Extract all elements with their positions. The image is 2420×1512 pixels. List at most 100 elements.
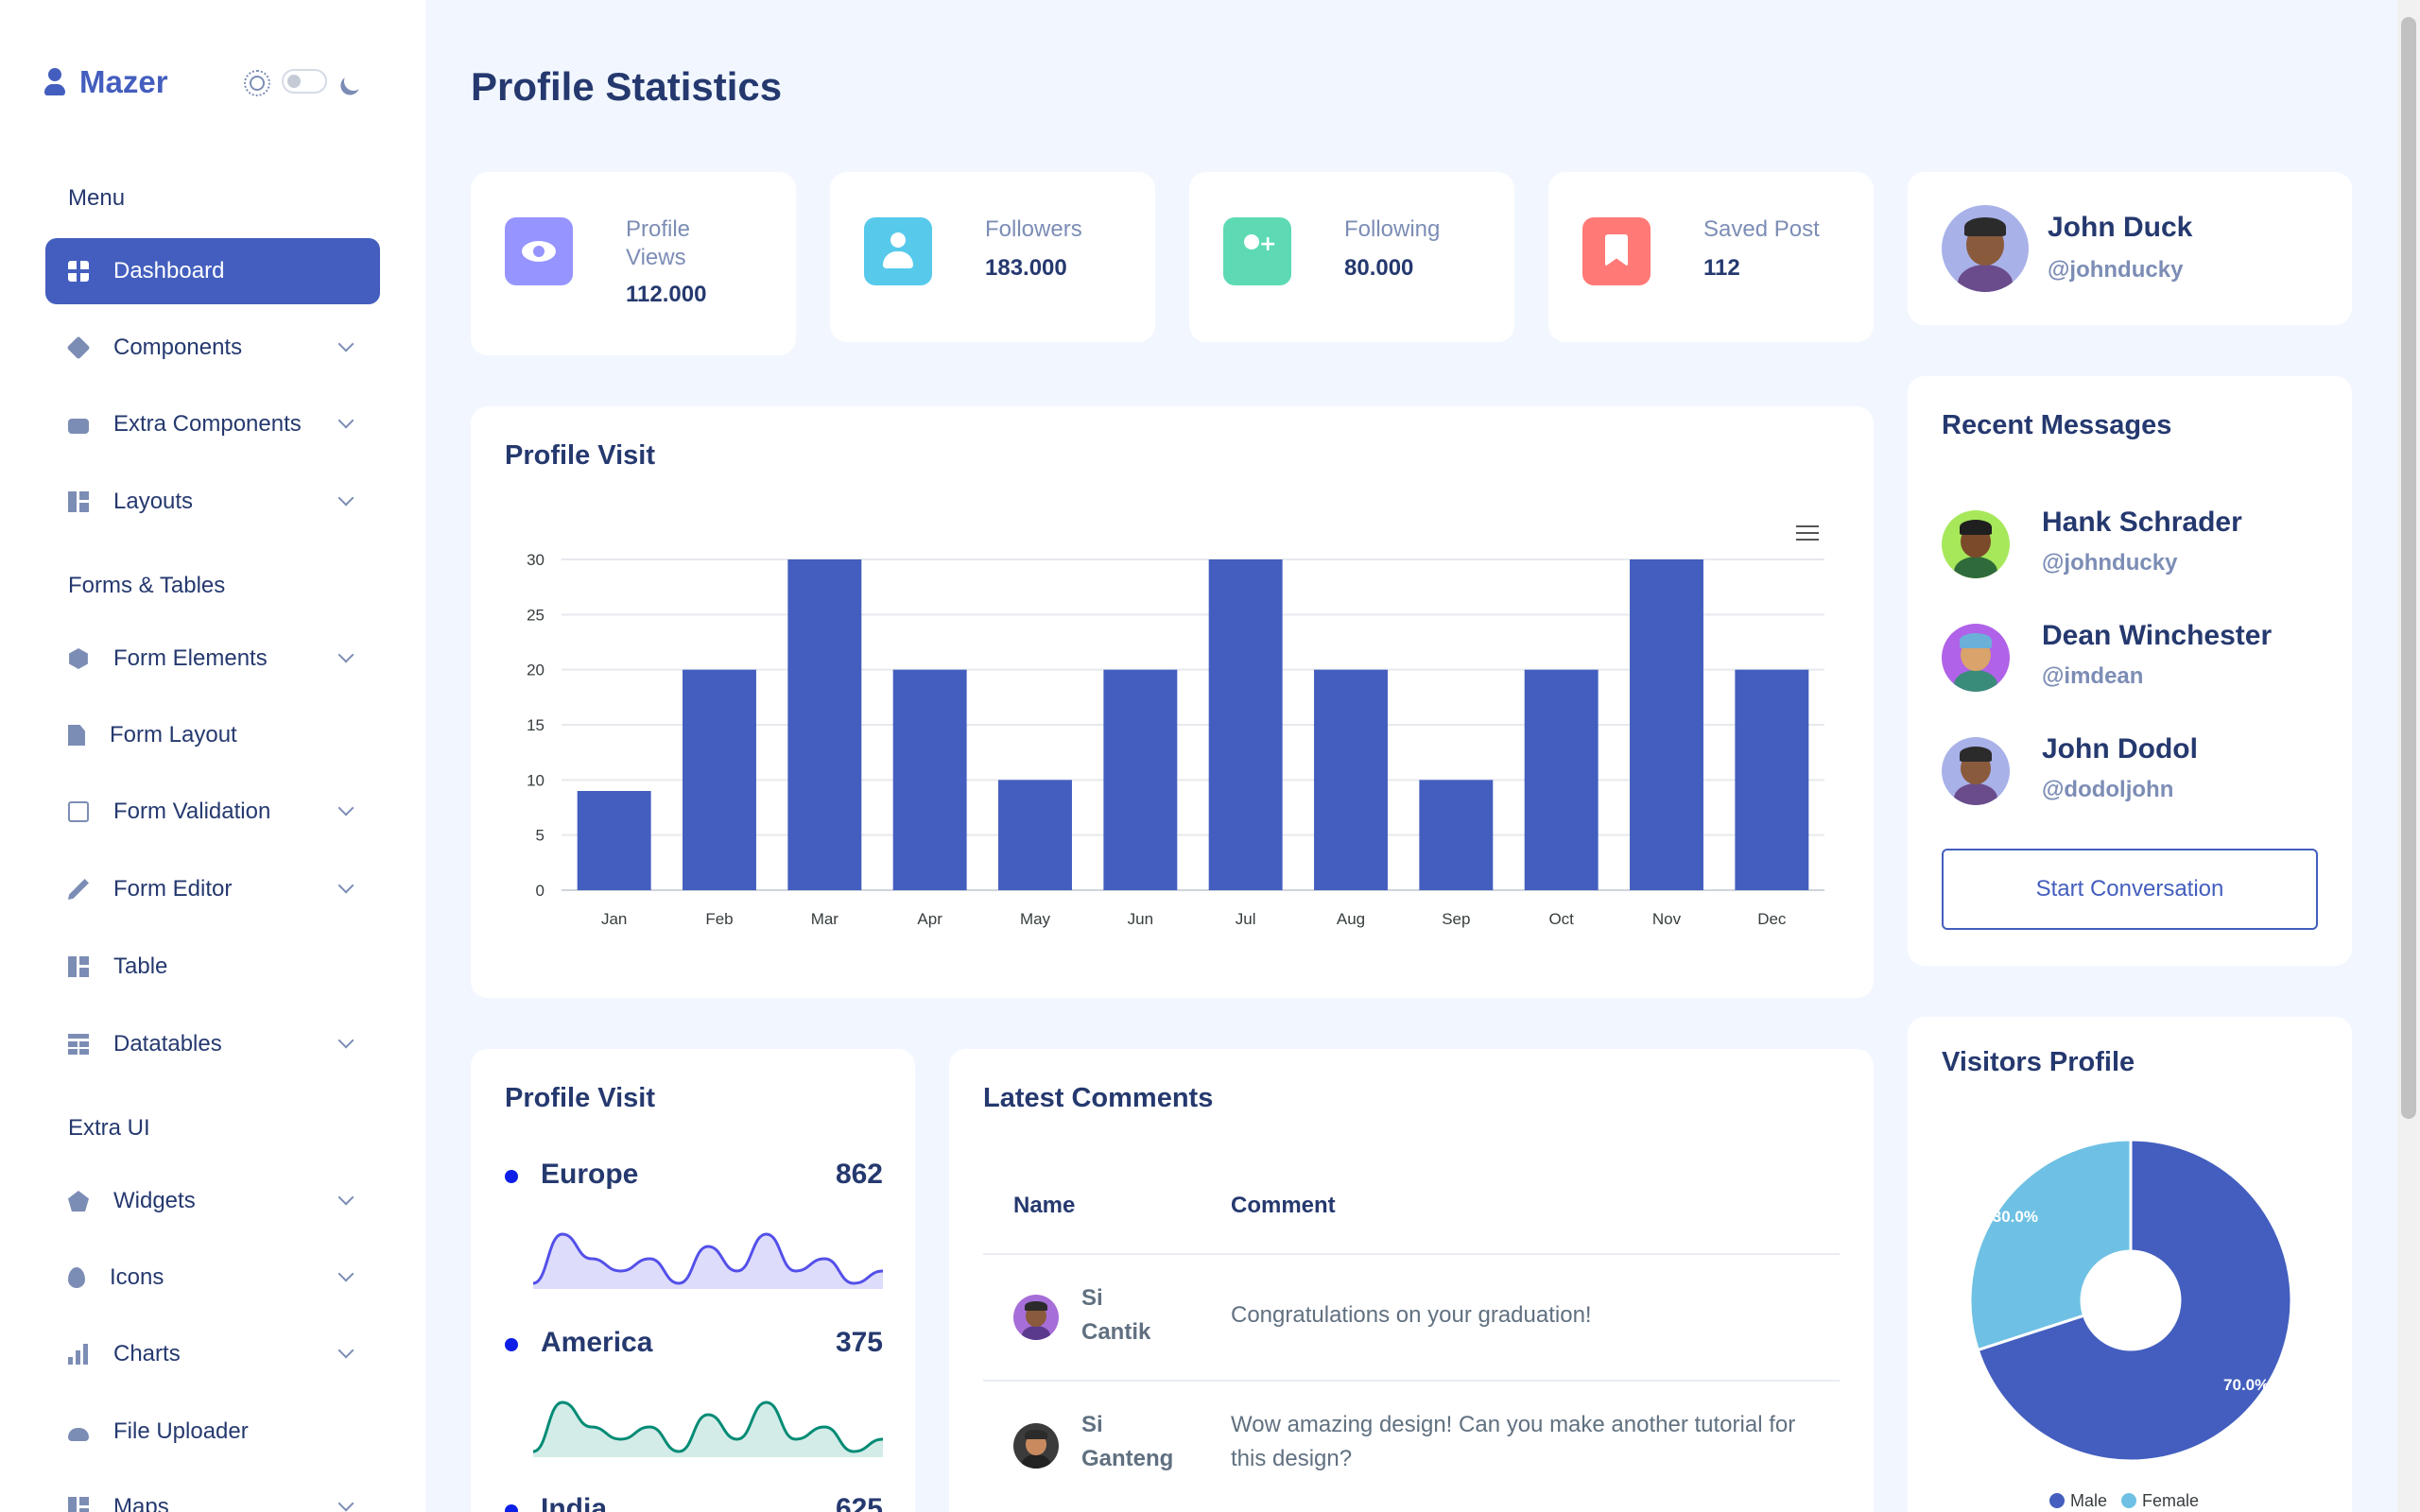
message-sender-username: @johnducky (2042, 550, 2178, 576)
sidebar-item-table[interactable]: Table (45, 934, 380, 1000)
sidebar-item-form-validation[interactable]: Form Validation (45, 779, 380, 845)
region-dot (505, 1170, 518, 1183)
sidebar-item-label: Datatables (113, 1031, 222, 1057)
start-conversation-button[interactable]: Start Conversation (1942, 849, 2318, 930)
stat-card-saved-post: Saved Post 112 (1548, 172, 1874, 342)
theme-toggle (242, 68, 367, 96)
sparkline-europe (533, 1232, 883, 1289)
region-dot (505, 1504, 518, 1512)
brand[interactable]: Mazer (43, 64, 168, 100)
person-icon (864, 217, 932, 285)
message-sender-name: Dean Winchester (2042, 620, 2273, 651)
sidebar-item-dashboard[interactable]: Dashboard (45, 238, 380, 304)
x-tick-label: Jul (1236, 910, 1256, 928)
sidebar-item-form-elements[interactable]: Form Elements (45, 626, 380, 692)
chevron-down-icon (337, 1189, 354, 1206)
stat-card-followers: Followers 183.000 (830, 172, 1155, 342)
sidebar-item-label: Form Validation (113, 799, 271, 824)
dark-mode-switch[interactable] (282, 69, 327, 94)
sidebar-item-charts[interactable]: Charts (45, 1321, 380, 1387)
sidebar-item-layouts[interactable]: Layouts (45, 469, 380, 535)
grid-layout-icon (68, 956, 89, 977)
region-card-title: Profile Visit (505, 1083, 656, 1113)
sidebar-item-label: Form Elements (113, 645, 268, 671)
chevron-down-icon (337, 412, 354, 429)
stat-value: 183.000 (985, 255, 1067, 281)
comment-author: Si Ganteng (1081, 1412, 1174, 1471)
sidebar-item-file-uploader[interactable]: File Uploader (45, 1399, 380, 1465)
message-sender-name: John Dodol (2042, 733, 2198, 765)
droplet-icon (68, 1267, 85, 1288)
bar (1630, 559, 1703, 890)
profile-card[interactable]: John Duck @johnducky (1908, 172, 2352, 325)
pie-slice (1976, 1138, 2293, 1463)
y-tick-label: 25 (527, 606, 544, 624)
sidebar-item-datatables[interactable]: Datatables (45, 1011, 380, 1077)
bar (1524, 669, 1599, 890)
stack-icon (66, 335, 91, 360)
sidebar-item-form-layout[interactable]: Form Layout (45, 702, 380, 768)
bar (1208, 559, 1283, 890)
x-tick-label: Nov (1652, 910, 1682, 928)
y-tick-label: 20 (527, 662, 544, 679)
bar (683, 669, 756, 890)
region-name: India (541, 1493, 608, 1512)
briefcase-icon (68, 419, 89, 434)
stat-label: Following (1344, 216, 1441, 242)
column-header-name: Name (1013, 1193, 1076, 1218)
y-tick-label: 0 (536, 882, 544, 900)
sidebar-item-form-editor[interactable]: Form Editor (45, 856, 380, 922)
sidebar-item-label: Layouts (113, 489, 194, 514)
bar (577, 791, 651, 890)
x-tick-label: Aug (1337, 910, 1365, 928)
hexagon-icon (69, 648, 88, 669)
messages-title: Recent Messages (1942, 410, 2172, 440)
sidebar-item-label: Icons (110, 1264, 164, 1290)
stat-card-following: Following 80.000 (1189, 172, 1514, 342)
visitors-profile-card: Visitors Profile 70.0% 30.0% Male Female (1908, 1017, 2352, 1512)
bar (1314, 669, 1388, 890)
page-scrollbar-thumb[interactable] (2401, 17, 2416, 1119)
person-add-icon (1223, 217, 1291, 285)
bar (787, 559, 862, 890)
y-tick-label: 15 (527, 716, 544, 734)
chevron-down-icon (337, 1032, 354, 1049)
x-tick-label: Apr (917, 910, 942, 928)
comment-text: Congratulations on your graduation! (1231, 1302, 1592, 1328)
sparkline-america (533, 1400, 883, 1457)
message-sender-username: @imdean (2042, 663, 2144, 689)
comment-author: Si Cantik (1081, 1285, 1151, 1345)
moon-icon (340, 68, 367, 94)
message-sender-username: @dodoljohn (2042, 777, 2174, 802)
sidebar-item-maps[interactable]: Maps (45, 1474, 380, 1512)
menu-section-title: Menu (68, 185, 126, 211)
sparkline-line (533, 1232, 883, 1285)
sidebar-item-components[interactable]: Components (45, 315, 380, 381)
x-tick-label: May (1020, 910, 1051, 928)
sidebar-item-widgets[interactable]: Widgets (45, 1168, 380, 1234)
visitors-pie-chart: 70.0% 30.0% Male Female (1968, 1138, 2293, 1510)
x-tick-label: Oct (1548, 910, 1574, 928)
chevron-down-icon (337, 490, 354, 507)
x-tick-label: Dec (1757, 910, 1787, 928)
region-value: 625 (835, 1493, 883, 1512)
x-tick-label: Feb (705, 910, 733, 928)
sidebar-item-icons[interactable]: Icons (45, 1245, 380, 1311)
region-visit-card: Profile Visit Europe 862 America 375 Ind… (471, 1049, 915, 1512)
pie-slice (1968, 1138, 2133, 1352)
legend-label: Male (2070, 1491, 2107, 1510)
stat-label: Saved Post (1703, 216, 1820, 242)
chart-menu-icon[interactable] (1796, 524, 1819, 541)
profile-name: John Duck (2048, 212, 2193, 243)
cloud-upload-icon (68, 1428, 89, 1441)
person-icon (43, 66, 66, 98)
layout-icon (68, 491, 89, 512)
chevron-down-icon (337, 877, 354, 894)
legend-marker (2049, 1493, 2065, 1508)
stat-value: 112.000 (626, 282, 707, 307)
message-sender-name: Hank Schrader (2042, 507, 2242, 538)
stat-value: 80.000 (1344, 255, 1414, 281)
chevron-down-icon (337, 1265, 354, 1282)
stat-label: Profile Views (626, 216, 691, 270)
sidebar-item-extra-components[interactable]: Extra Components (45, 391, 380, 457)
